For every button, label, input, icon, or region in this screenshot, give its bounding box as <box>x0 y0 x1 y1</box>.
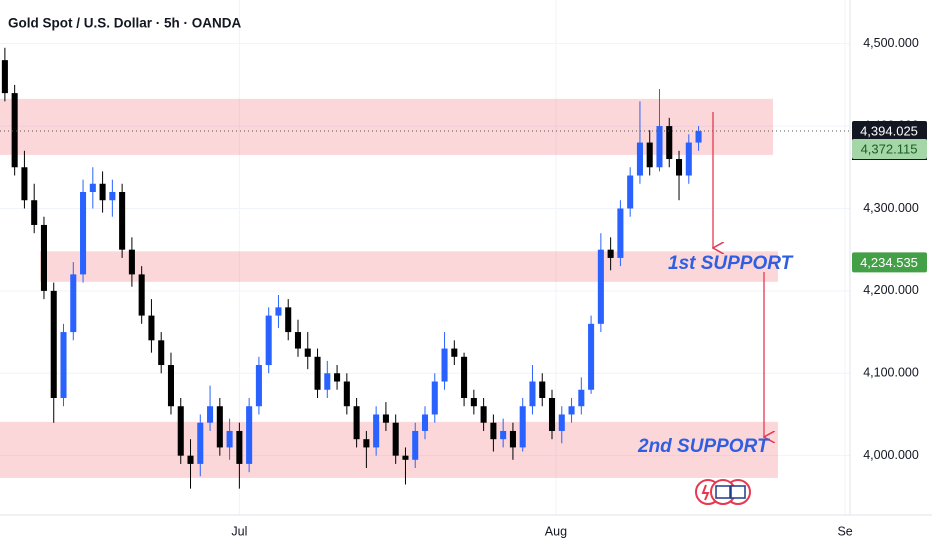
x-tick-label: Aug <box>545 524 567 538</box>
y-tick-label: 4,200.000 <box>863 283 919 297</box>
zone <box>40 251 778 282</box>
axes: 4,000.0004,100.0004,200.0004,300.0004,40… <box>231 36 927 538</box>
zones <box>0 98 778 478</box>
candle-body <box>148 315 155 341</box>
price-label: 4,394.025 <box>860 123 918 138</box>
candle-body <box>568 406 575 415</box>
candle-body <box>334 373 341 382</box>
candle-body <box>636 142 643 176</box>
candle-body <box>402 455 409 460</box>
candle-body <box>167 365 175 407</box>
candle-body <box>265 315 272 366</box>
candle-body <box>50 290 57 398</box>
candle-body <box>500 430 507 440</box>
candle-body <box>255 365 262 407</box>
x-tick-label: Jul <box>231 524 247 538</box>
candle-body <box>490 422 497 440</box>
candle-body <box>138 274 145 316</box>
candle-body <box>285 307 292 333</box>
candle-body <box>109 191 116 201</box>
candle-body <box>519 406 526 448</box>
candle-body <box>421 414 429 431</box>
candle-body <box>588 323 595 390</box>
price-label: 4,234.535 <box>860 255 918 270</box>
candle-body <box>1 60 8 94</box>
candle-body <box>607 249 614 258</box>
candle-body <box>412 430 419 460</box>
y-tick-label: 4,000.000 <box>863 448 919 462</box>
candle-body <box>548 397 556 431</box>
candle-body <box>627 175 634 209</box>
y-tick-label: 4,300.000 <box>863 201 919 215</box>
candle-body <box>617 208 624 258</box>
candles <box>0 47 850 489</box>
candle-body <box>656 126 663 168</box>
candle-body <box>60 332 67 398</box>
candle-body <box>373 414 380 448</box>
candle-body <box>70 274 77 333</box>
price-label: 4,372.115 <box>861 141 918 156</box>
candle-body <box>187 455 194 464</box>
price-axis <box>850 0 932 550</box>
annotation: 2nd SUPPORT <box>637 436 770 457</box>
candle-body <box>21 167 28 201</box>
candle-body <box>99 183 106 201</box>
candle-body <box>578 389 585 407</box>
x-tick-label: Se <box>837 524 852 538</box>
candle-body <box>451 348 458 357</box>
logo <box>695 479 751 505</box>
candle-body <box>666 126 673 160</box>
candle-body <box>128 249 135 275</box>
candle-body <box>392 422 399 456</box>
annotation: 1st SUPPORT <box>668 253 794 274</box>
candle-body <box>343 381 350 407</box>
price-label-box <box>852 252 927 273</box>
candle-body <box>275 307 282 316</box>
candle-body <box>40 224 47 291</box>
candle-body <box>695 131 702 143</box>
candle-body <box>558 414 565 431</box>
candle-body <box>431 381 438 415</box>
candle-body <box>314 356 321 390</box>
candle-body <box>207 406 214 423</box>
candle-body <box>539 381 546 398</box>
candle-body <box>509 430 516 448</box>
zone <box>0 98 773 155</box>
candle-body <box>353 406 360 440</box>
candle-body <box>80 191 87 275</box>
candle-body <box>441 348 448 382</box>
candle-body <box>461 356 468 398</box>
candle-body <box>304 348 311 357</box>
candle-body <box>177 406 184 456</box>
candle-body <box>529 381 536 407</box>
candle-body <box>646 142 653 168</box>
y-tick-label: 4,100.000 <box>863 366 919 380</box>
price-label-box <box>852 120 927 141</box>
candle-body <box>11 93 18 168</box>
zone <box>0 421 778 478</box>
candle-body <box>294 332 302 349</box>
candle-body <box>675 159 683 176</box>
price-label-box <box>852 139 927 160</box>
candle-body <box>324 373 331 390</box>
candle-body <box>363 439 370 448</box>
candle-body <box>119 191 126 250</box>
y-tick-label: 4,500.000 <box>863 36 919 50</box>
candle-body <box>197 422 204 464</box>
candle-body <box>597 249 604 324</box>
candle-body <box>226 430 233 448</box>
candle-body <box>470 397 477 407</box>
candle-body <box>236 430 243 464</box>
candle-body <box>89 183 96 192</box>
candle-body <box>480 406 487 423</box>
chart-title: Gold Spot / U.S. Dollar · 5h · OANDA <box>8 16 242 31</box>
candle-body <box>158 340 165 366</box>
candle-body <box>216 406 223 448</box>
candle-body <box>31 200 38 225</box>
candle-body <box>685 142 692 176</box>
candle-body <box>246 406 253 464</box>
candle-body <box>382 414 389 423</box>
